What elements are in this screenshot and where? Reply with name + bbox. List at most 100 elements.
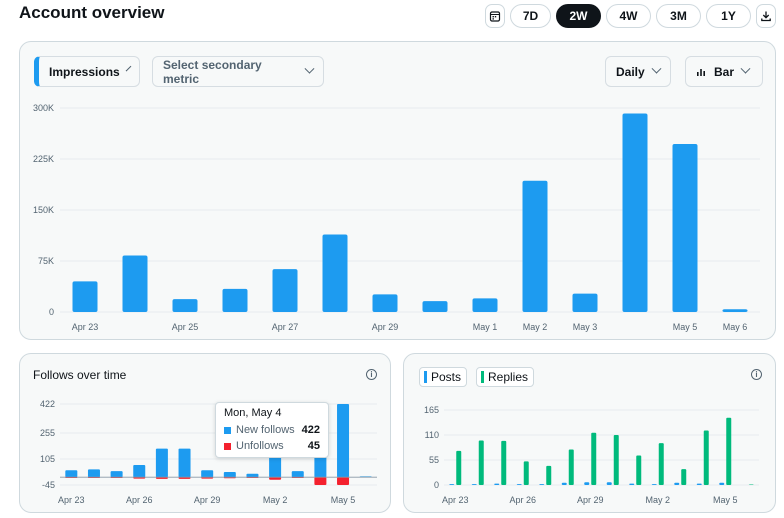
bar-impressions	[122, 255, 148, 312]
x-tick-label: May 3	[573, 322, 598, 332]
x-tick-label: May 2	[523, 322, 548, 332]
range-1y-button[interactable]: 1Y	[706, 4, 751, 28]
new-follows-swatch	[224, 426, 231, 434]
y-tick-label: 110	[425, 430, 439, 440]
primary-metric-select[interactable]: Impressions	[34, 56, 140, 87]
y-tick-label: 255	[40, 428, 55, 438]
x-tick-label: May 2	[645, 495, 670, 505]
follows-card: Follows over time i -45 105 255 422 Apr 23 Ap…	[19, 353, 391, 513]
bar-impressions	[722, 309, 748, 312]
legend-replies[interactable]: Replies	[476, 367, 535, 387]
x-tick-label: Apr 26	[509, 495, 536, 505]
calendar-button[interactable]	[485, 4, 505, 28]
bar-posts	[674, 482, 680, 485]
x-tick-label: Apr 26	[126, 495, 153, 505]
bar-new-follows	[178, 448, 191, 478]
bar-new-follows	[87, 469, 100, 478]
impressions-chart: 0 75K 150K 225K 300K Apr 23 Apr 25 Apr 27 Apr 29…	[33, 103, 760, 332]
interval-select[interactable]: Daily	[605, 56, 671, 87]
bar-replies	[681, 469, 687, 485]
bar-new-follows	[337, 404, 350, 478]
y-tick-label: 0	[434, 480, 439, 490]
interval-label: Daily	[616, 64, 645, 79]
x-tick-label: May 5	[673, 322, 698, 332]
download-button[interactable]	[756, 4, 776, 28]
secondary-metric-select[interactable]: Select secondary metric	[152, 56, 324, 87]
range-7d-button[interactable]: 7D	[510, 4, 551, 28]
bar-new-follows	[201, 470, 214, 478]
bar-replies	[523, 461, 529, 485]
follows-chart: -45 105 255 422 Apr 23 Apr 26 Apr 29 May 2 May 5	[40, 399, 377, 505]
follows-card-title: Follows over time	[33, 368, 127, 382]
chart-type-select[interactable]: Bar	[685, 56, 763, 87]
tooltip-date: Mon, May 4	[224, 407, 282, 419]
bar-posts	[516, 484, 522, 485]
bar-posts	[606, 482, 612, 485]
bar-impressions	[422, 301, 448, 312]
x-tick-label: Apr 29	[372, 322, 399, 332]
bar-unfollows	[314, 477, 327, 485]
bar-posts	[629, 483, 635, 485]
bar-new-follows	[110, 471, 123, 478]
tooltip-row-new: New follows 422	[224, 422, 320, 438]
bar-posts	[584, 482, 590, 485]
legend-posts-label: Posts	[431, 370, 462, 384]
y-tick-label: 0	[49, 307, 54, 317]
posts-swatch	[424, 371, 427, 383]
tooltip-unf-value: 45	[307, 440, 320, 452]
x-tick-label: May 1	[473, 322, 498, 332]
info-icon[interactable]: i	[366, 369, 377, 380]
bar-replies	[613, 435, 619, 485]
bar-new-follows	[246, 473, 259, 478]
bar-posts	[539, 484, 545, 485]
bar-replies	[636, 455, 642, 485]
tooltip-new-value: 422	[301, 424, 320, 436]
y-tick-label: 165	[424, 405, 439, 415]
range-4w-button[interactable]: 4W	[606, 4, 651, 28]
bar-posts	[561, 482, 567, 485]
bar-posts	[494, 483, 500, 485]
x-tick-label: May 5	[713, 495, 738, 505]
bar-impressions	[272, 269, 298, 312]
bar-replies	[478, 440, 484, 485]
y-tick-label: -45	[42, 480, 55, 490]
bar-unfollows	[178, 477, 191, 479]
y-tick-label: 105	[40, 454, 55, 464]
unfollows-swatch	[224, 442, 231, 450]
bar-impressions	[172, 299, 198, 312]
primary-metric-label: Impressions	[49, 64, 120, 79]
bar-new-follows	[223, 471, 236, 478]
tooltip-row-unfollows: Unfollows 45	[224, 438, 320, 454]
bar-impressions	[372, 294, 398, 312]
bar-replies	[703, 430, 709, 485]
y-tick-label: 55	[429, 455, 439, 465]
y-tick-label: 150K	[33, 205, 54, 215]
x-tick-label: Apr 23	[72, 322, 99, 332]
range-3m-button[interactable]: 3M	[656, 4, 701, 28]
secondary-metric-label: Select secondary metric	[163, 57, 262, 86]
tooltip-unf-label: Unfollows	[236, 440, 284, 452]
page-title: Account overview	[19, 3, 165, 22]
x-tick-label: May 6	[723, 322, 748, 332]
info-icon[interactable]: i	[751, 369, 762, 380]
chart-type-label: Bar	[714, 64, 735, 79]
bar-unfollows	[269, 477, 282, 480]
impressions-card: Impressions Select secondary metric Dail…	[19, 41, 776, 340]
legend-posts[interactable]: Posts	[419, 367, 468, 387]
x-tick-label: Apr 23	[58, 495, 85, 505]
bar-impressions	[472, 298, 498, 312]
x-tick-label: Apr 29	[194, 495, 221, 505]
bar-replies	[456, 450, 462, 485]
y-tick-label: 225K	[33, 154, 54, 164]
bar-replies	[546, 465, 552, 485]
x-tick-label: Apr 23	[442, 495, 469, 505]
x-tick-label: Apr 29	[577, 495, 604, 505]
bar-posts	[696, 483, 702, 485]
range-2w-button[interactable]: 2W	[556, 4, 601, 28]
bar-replies	[658, 443, 664, 485]
bar-new-follows	[155, 448, 168, 478]
bar-replies	[726, 417, 732, 485]
bar-replies	[568, 449, 574, 485]
x-tick-label: Apr 25	[172, 322, 199, 332]
bar-replies	[501, 440, 507, 485]
